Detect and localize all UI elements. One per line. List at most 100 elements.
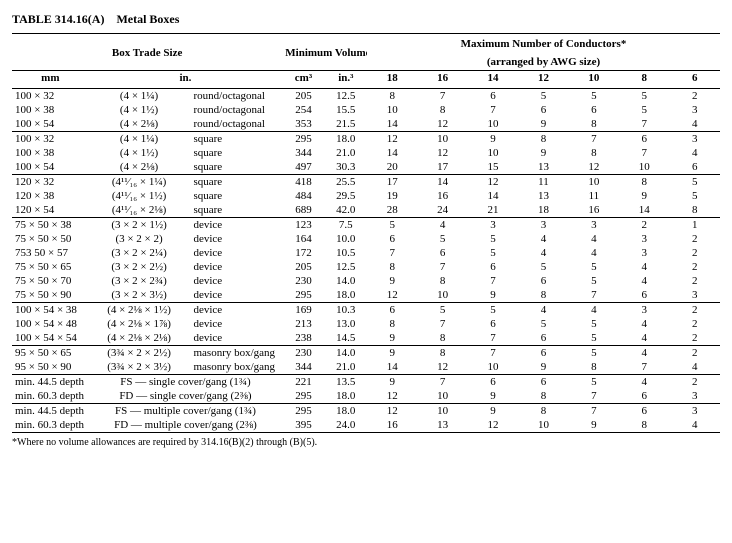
- cell-conductor: 10: [468, 360, 518, 375]
- cell-cm3: 238: [282, 331, 324, 346]
- cell-conductor: 19: [367, 189, 417, 203]
- cell-cm3: 230: [282, 274, 324, 288]
- cell-conductor: 12: [417, 360, 467, 375]
- cell-conductor: 12: [468, 418, 518, 433]
- cell-shape: round/octagonal: [189, 89, 282, 104]
- cell-in3: 21.0: [325, 146, 367, 160]
- cell-conductor: 14: [367, 117, 417, 132]
- cell-conductor: 4: [619, 346, 669, 361]
- cell-conductor: 15: [468, 160, 518, 175]
- cell-conductor: 2: [670, 232, 720, 246]
- table-row: min. 44.5 depthFS — multiple cover/gang …: [12, 404, 720, 419]
- hdr-awg-8: 8: [619, 71, 669, 89]
- cell-in3: 21.5: [325, 117, 367, 132]
- cell-mm: 75 × 50 × 65: [12, 260, 89, 274]
- cell-conductor: 7: [417, 89, 467, 104]
- table-row: 100 × 54 × 54(4 × 2⅛ × 2⅛)device23814.59…: [12, 331, 720, 346]
- cell-conductor: 2: [670, 331, 720, 346]
- cell-conductor: 8: [417, 346, 467, 361]
- cell-conductor: 11: [518, 175, 568, 190]
- cell-conductor: 7: [367, 246, 417, 260]
- cell-mm: 100 × 54 × 54: [12, 331, 89, 346]
- cell-conductor: 7: [417, 317, 467, 331]
- cell-in: (4 × 1¼): [89, 132, 190, 147]
- cell-conductor: 1: [670, 218, 720, 233]
- cell-conductor: 4: [670, 418, 720, 433]
- cell-conductor: 7: [569, 132, 619, 147]
- cell-mm: 95 × 50 × 65: [12, 346, 89, 361]
- cell-in: (4 × 1¼): [89, 89, 190, 104]
- cell-conductor: 5: [569, 274, 619, 288]
- cell-conductor: 8: [417, 103, 467, 117]
- cell-shape: device: [189, 288, 282, 303]
- cell-in3: 14.0: [325, 346, 367, 361]
- hdr-awg-10: 10: [569, 71, 619, 89]
- hdr-max-conductors-2: (arranged by AWG size): [367, 52, 720, 71]
- cell-conductor: 14: [468, 189, 518, 203]
- cell-in3: 18.0: [325, 389, 367, 404]
- cell-conductor: 13: [518, 189, 568, 203]
- cell-conductor: 4: [619, 331, 669, 346]
- cell-in: (3 × 2 × 3½): [89, 288, 190, 303]
- cell-conductor: 16: [417, 189, 467, 203]
- cell-conductor: 4: [569, 303, 619, 318]
- cell-shape: device: [189, 303, 282, 318]
- cell-cm3: 484: [282, 189, 324, 203]
- cell-conductor: 3: [619, 246, 669, 260]
- cell-conductor: 4: [417, 218, 467, 233]
- cell-cm3: 295: [282, 132, 324, 147]
- cell-conductor: 2: [670, 317, 720, 331]
- cell-conductor: 6: [367, 303, 417, 318]
- cell-in: FD — multiple cover/gang (2⅜): [89, 418, 283, 433]
- hdr-cm3: cm³: [282, 71, 324, 89]
- cell-in: (4 × 2⅛): [89, 160, 190, 175]
- cell-shape: device: [189, 232, 282, 246]
- cell-conductor: 12: [367, 389, 417, 404]
- cell-conductor: 4: [619, 274, 669, 288]
- table-row: 120 × 38(4¹¹⁄₁₆ × 1½)square48429.5191614…: [12, 189, 720, 203]
- cell-cm3: 230: [282, 346, 324, 361]
- cell-conductor: 9: [468, 404, 518, 419]
- table-row: 75 × 50 × 65(3 × 2 × 2½)device20512.5876…: [12, 260, 720, 274]
- cell-conductor: 2: [670, 89, 720, 104]
- cell-conductor: 5: [619, 89, 669, 104]
- cell-conductor: 3: [670, 132, 720, 147]
- cell-conductor: 12: [468, 175, 518, 190]
- cell-conductor: 8: [569, 360, 619, 375]
- cell-conductor: 5: [468, 246, 518, 260]
- table-row: 753 50 × 57(3 × 2 × 2¼)device17210.57654…: [12, 246, 720, 260]
- cell-shape: square: [189, 160, 282, 175]
- cell-in3: 25.5: [325, 175, 367, 190]
- cell-conductor: 7: [417, 375, 467, 390]
- table-row: 100 × 54(4 × 2⅛)square49730.320171513121…: [12, 160, 720, 175]
- table-row: 100 × 54(4 × 2⅛)round/octagonal35321.514…: [12, 117, 720, 132]
- cell-conductor: 3: [518, 218, 568, 233]
- cell-conductor: 5: [569, 346, 619, 361]
- cell-conductor: 4: [619, 317, 669, 331]
- cell-conductor: 5: [468, 303, 518, 318]
- cell-conductor: 5: [670, 189, 720, 203]
- cell-conductor: 6: [367, 232, 417, 246]
- cell-conductor: 10: [468, 146, 518, 160]
- cell-shape: square: [189, 175, 282, 190]
- cell-shape: device: [189, 331, 282, 346]
- table-footnote: *Where no volume allowances are required…: [12, 437, 720, 448]
- hdr-awg-18: 18: [367, 71, 417, 89]
- cell-conductor: 9: [367, 274, 417, 288]
- cell-shape: masonry box/gang: [189, 360, 282, 375]
- hdr-in: in.: [89, 71, 283, 89]
- cell-conductor: 10: [619, 160, 669, 175]
- cell-mm: 120 × 32: [12, 175, 89, 190]
- table-row: min. 60.3 depthFD — single cover/gang (2…: [12, 389, 720, 404]
- cell-in: (3 × 2 × 1½): [89, 218, 190, 233]
- cell-conductor: 13: [417, 418, 467, 433]
- cell-mm: 120 × 54: [12, 203, 89, 218]
- cell-cm3: 213: [282, 317, 324, 331]
- cell-conductor: 20: [367, 160, 417, 175]
- cell-conductor: 3: [569, 218, 619, 233]
- cell-in: (3 × 2 × 2¾): [89, 274, 190, 288]
- cell-conductor: 10: [417, 132, 467, 147]
- cell-conductor: 12: [569, 160, 619, 175]
- cell-shape: square: [189, 189, 282, 203]
- cell-mm: min. 60.3 depth: [12, 418, 89, 433]
